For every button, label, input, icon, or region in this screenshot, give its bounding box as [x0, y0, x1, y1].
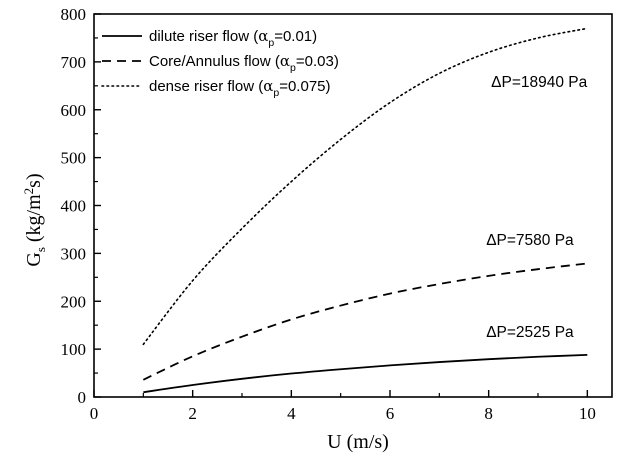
- x-tick-label: 4: [287, 404, 296, 423]
- y-tick-label: 100: [61, 340, 87, 359]
- pressure-annotation: ΔP=18940 Pa: [491, 74, 587, 91]
- y-tick-label: 300: [61, 244, 87, 263]
- y-tick-label: 800: [61, 5, 87, 24]
- x-tick-label: 2: [188, 404, 197, 423]
- pressure-annotation: ΔP=2525 Pa: [486, 324, 574, 341]
- series-line-solid: [143, 353, 588, 394]
- series-layer: [142, 27, 589, 394]
- y-tick-label: 400: [61, 197, 87, 216]
- legend: dilute riser flow (αp=0.01) Core/Annulus …: [101, 27, 339, 99]
- x-axis: 0 2 4 6 8 10: [90, 390, 596, 423]
- y-tick-label: 0: [78, 388, 87, 407]
- legend-label: Core/Annulus flow (αp=0.03): [149, 52, 339, 74]
- legend-label: dilute riser flow (αp=0.01): [149, 27, 317, 49]
- x-axis-title: U (m/s): [327, 431, 389, 453]
- y-tick-label: 200: [61, 292, 87, 311]
- pressure-annotation: ΔP=7580 Pa: [486, 232, 574, 249]
- y-axis-title: Gs (kg/m2s): [21, 173, 48, 266]
- x-tick-label: 6: [386, 404, 395, 423]
- annotations: ΔP=18940 Pa ΔP=7580 Pa ΔP=2525 Pa: [486, 74, 587, 341]
- y-tick-label: 700: [61, 53, 87, 72]
- x-tick-label: 8: [484, 404, 493, 423]
- y-axis: 0 100 200 300 400 500 600 700 800: [61, 5, 101, 407]
- y-tick-label: 600: [61, 101, 87, 120]
- series-line-dotted: [142, 27, 589, 346]
- legend-label: dense riser flow (αp=0.075): [149, 77, 331, 99]
- y-tick-label: 500: [61, 149, 87, 168]
- x-tick-label: 0: [90, 404, 99, 423]
- series-line-dashed: [142, 262, 588, 381]
- x-tick-label: 10: [579, 404, 596, 423]
